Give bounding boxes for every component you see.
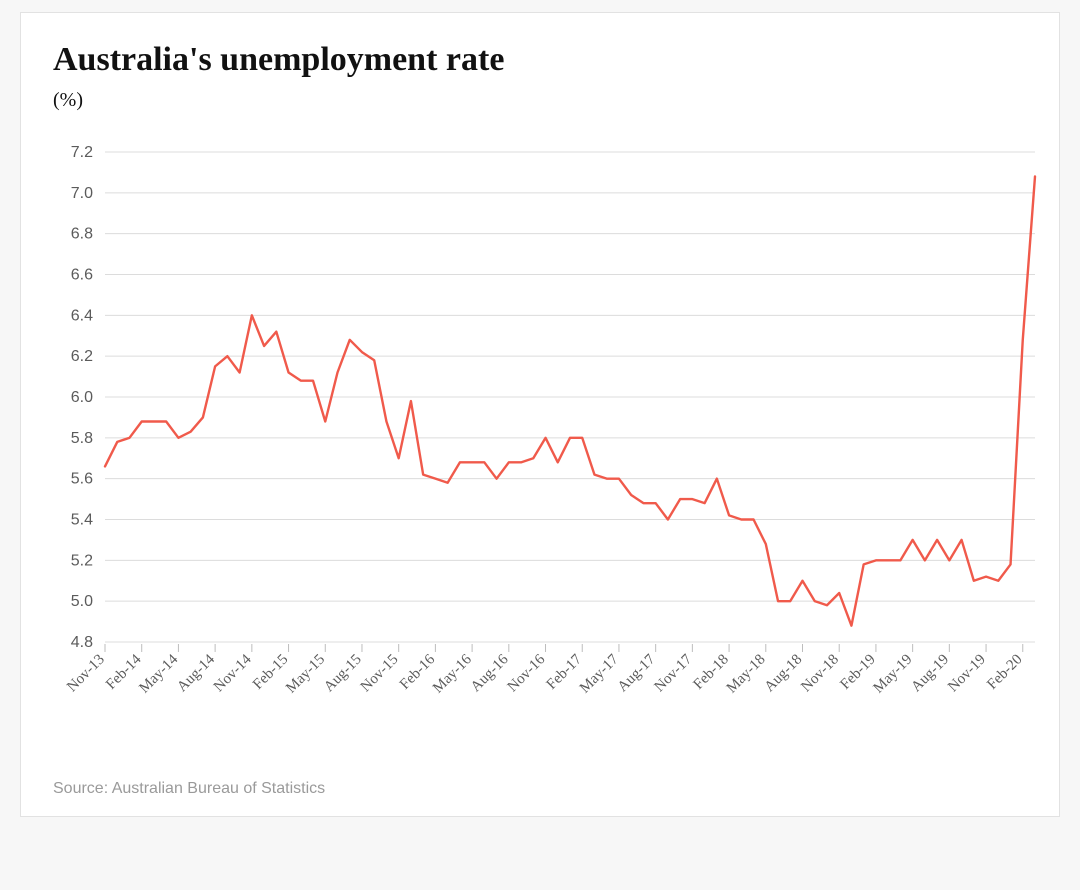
chart-card: Australia's unemployment rate (%) 4.8 5.0…: [20, 12, 1060, 817]
svg-text:5.0: 5.0: [71, 593, 93, 610]
line-chart-svg: 4.85.05.25.45.65.86.06.26.46.66.87.07.2N…: [45, 122, 1045, 762]
svg-text:6.4: 6.4: [71, 307, 93, 324]
chart-area: 4.85.05.25.45.65.86.06.26.46.66.87.07.2N…: [45, 122, 1035, 762]
svg-text:7.2: 7.2: [71, 144, 93, 161]
svg-text:5.2: 5.2: [71, 552, 93, 569]
svg-text:4.8: 4.8: [71, 634, 93, 651]
svg-text:6.2: 6.2: [71, 348, 93, 365]
chart-subtitle: (%): [53, 89, 1035, 112]
chart-source: Source: Australian Bureau of Statistics: [53, 780, 1035, 798]
svg-text:5.4: 5.4: [71, 512, 93, 529]
svg-text:5.8: 5.8: [71, 430, 93, 447]
svg-text:6.0: 6.0: [71, 389, 93, 406]
svg-text:6.8: 6.8: [71, 226, 93, 243]
svg-text:7.0: 7.0: [71, 185, 93, 202]
svg-text:5.6: 5.6: [71, 471, 93, 488]
svg-text:6.6: 6.6: [71, 267, 93, 284]
chart-title: Australia's unemployment rate: [53, 41, 1035, 79]
